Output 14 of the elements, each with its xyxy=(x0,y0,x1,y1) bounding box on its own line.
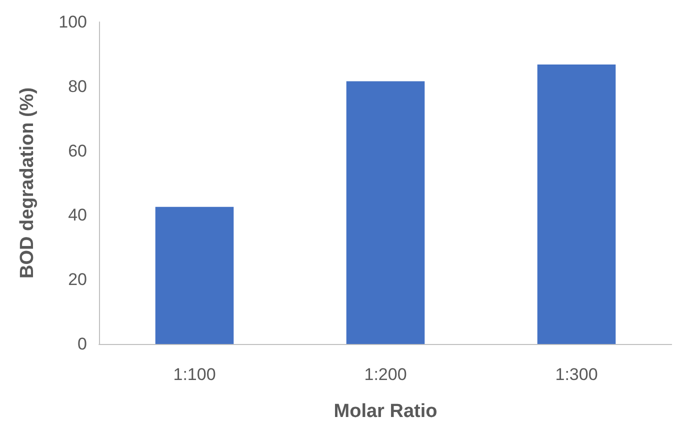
y-tick-label: 40 xyxy=(68,206,87,225)
x-tick-label: 1:100 xyxy=(173,365,216,384)
y-tick-label: 100 xyxy=(58,12,87,32)
x-tick-label: 1:200 xyxy=(364,365,407,384)
x-tick-label: 1:300 xyxy=(555,365,598,384)
bar xyxy=(346,81,425,344)
y-tick-label: 20 xyxy=(68,270,87,290)
bar xyxy=(537,64,616,344)
y-tick-label: 0 xyxy=(78,334,87,354)
y-axis-title: BOD degradation (%) xyxy=(17,87,38,279)
bar xyxy=(155,206,234,344)
x-axis-title: Molar Ratio xyxy=(334,401,438,422)
y-tick-label: 80 xyxy=(68,76,87,96)
y-tick-label: 60 xyxy=(68,141,87,160)
